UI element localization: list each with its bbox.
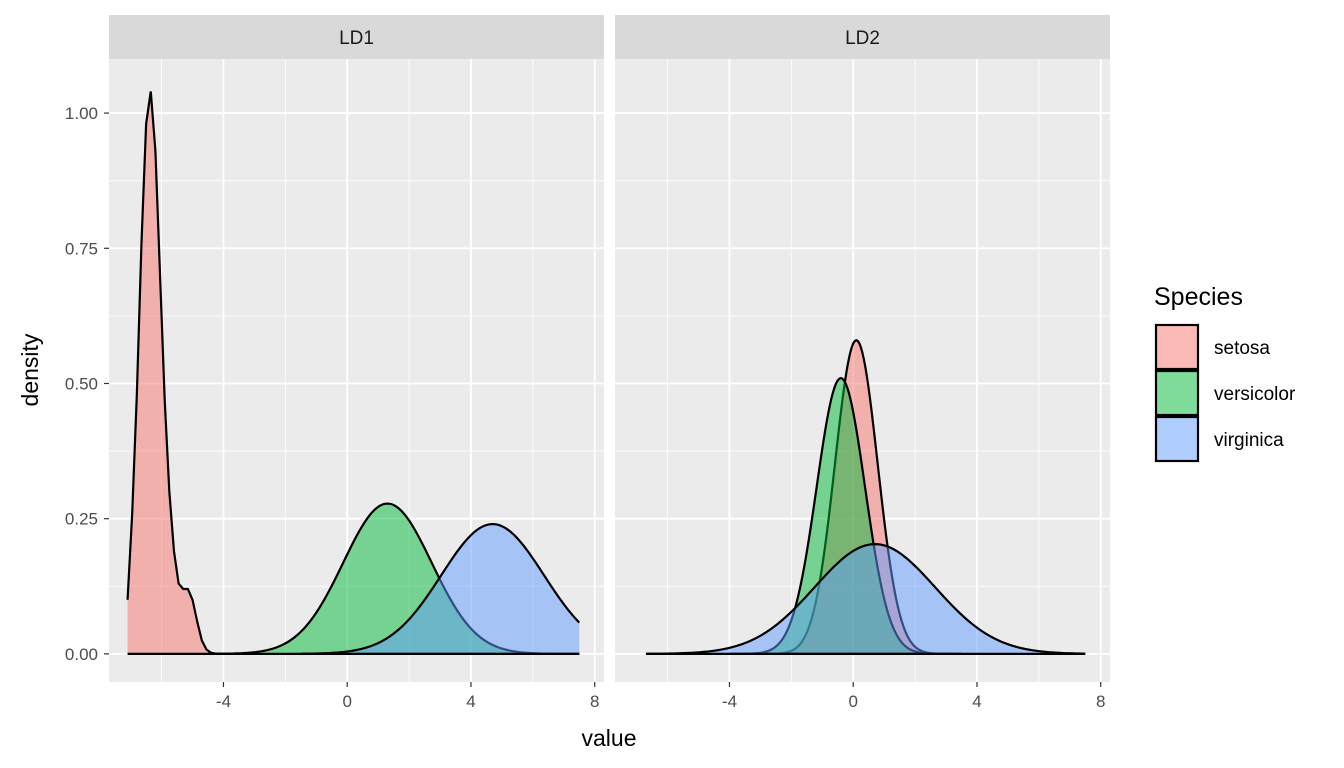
x-axis-ld2: -4 0 4 8: [722, 682, 1105, 711]
legend-key-versicolor: [1154, 369, 1200, 417]
legend: Species setosa versicolor virginica: [1154, 283, 1296, 463]
x-tick-label: 0: [848, 692, 857, 711]
x-tick-label: 8: [590, 692, 599, 711]
density-area-versicolor: [729, 378, 953, 654]
legend-label-virginica: virginica: [1214, 430, 1284, 451]
legend-key-virginica: [1154, 415, 1200, 463]
strip-label-ld2: LD2: [845, 28, 880, 49]
legend-label-setosa: setosa: [1214, 338, 1270, 359]
density-area-virginica: [300, 524, 580, 654]
y-tick-label: 0.50: [65, 374, 98, 393]
density-line-virginica: [645, 542, 1086, 655]
x-tick-label: 4: [466, 692, 475, 711]
legend-key-setosa: [1154, 323, 1200, 371]
density-area-setosa: [127, 91, 230, 654]
strip-ld1: [109, 15, 604, 59]
density-areas-ld2: [645, 338, 1086, 655]
density-line-virginica: [300, 523, 581, 655]
grid-ld1: [109, 59, 604, 682]
x-tick-label: 4: [972, 692, 981, 711]
y-tick-label: 1.00: [65, 104, 98, 123]
y-tick-label: 0.25: [65, 510, 98, 529]
legend-label-versicolor: versicolor: [1214, 384, 1296, 405]
x-tick-label: 0: [342, 692, 351, 711]
density-area-versicolor: [208, 503, 580, 654]
y-tick-label: 0.00: [65, 645, 98, 664]
strip-label-ld1: LD1: [339, 28, 374, 49]
y-axis: 0.00 0.25 0.50 0.75 1.00: [65, 104, 109, 664]
x-axis-ld1: -4 0 4 8: [216, 682, 599, 711]
x-axis-title: value: [582, 725, 637, 751]
strip-ld2: [615, 15, 1110, 59]
x-tick-label: -4: [216, 692, 231, 711]
x-tick-label: -4: [722, 692, 737, 711]
y-tick-label: 0.75: [65, 239, 98, 258]
density-areas-ld1: [126, 91, 581, 655]
density-area-virginica: [645, 544, 1086, 654]
legend-title: Species: [1154, 283, 1243, 311]
y-axis-title: density: [17, 333, 43, 406]
x-tick-label: 8: [1096, 692, 1105, 711]
